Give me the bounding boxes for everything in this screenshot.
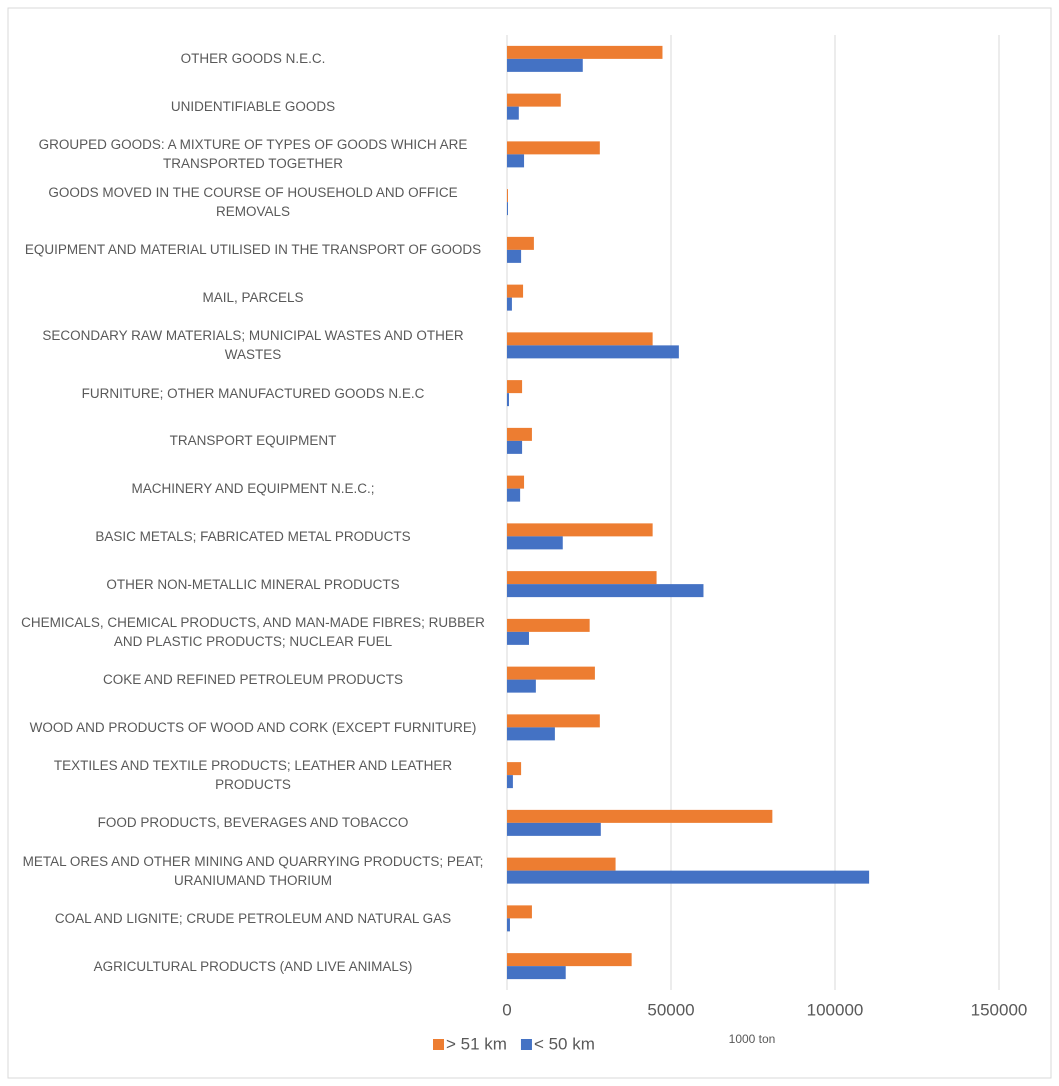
y-tick-label: OTHER GOODS N.E.C. xyxy=(180,51,326,67)
bar xyxy=(507,345,679,359)
y-tick-label: COKE AND REFINED PETROLEUM PRODUCTS xyxy=(102,672,404,688)
y-tick-label: UNIDENTIFIABLE GOODS xyxy=(170,99,336,115)
bar xyxy=(507,45,663,59)
bar xyxy=(507,905,532,919)
bar xyxy=(507,727,555,741)
bar xyxy=(507,762,522,776)
x-tick-label: 0 xyxy=(502,1000,511,1019)
y-tick-label: SECONDARY RAW MATERIALS; MUNICIPAL WASTE… xyxy=(42,328,464,363)
bar xyxy=(507,427,532,441)
x-tick-label: 100000 xyxy=(807,1000,864,1019)
legend-swatch xyxy=(433,1039,444,1050)
bar xyxy=(507,571,657,585)
bar xyxy=(507,189,508,203)
bar xyxy=(507,380,523,394)
bar xyxy=(507,679,536,693)
y-tick-label: GOODS MOVED IN THE COURSE OF HOUSEHOLD A… xyxy=(48,185,458,220)
bar xyxy=(507,141,600,155)
bar xyxy=(507,822,601,836)
y-tick-label: GROUPED GOODS: A MIXTURE OF TYPES OF GOO… xyxy=(38,137,468,172)
legend-label: < 50 km xyxy=(534,1034,595,1053)
bar xyxy=(507,584,704,598)
bar xyxy=(507,714,600,728)
bar xyxy=(507,284,524,298)
y-tick-label: BASIC METALS; FABRICATED METAL PRODUCTS xyxy=(95,528,411,544)
bar xyxy=(507,249,522,263)
y-tick-label: WOOD AND PRODUCTS OF WOOD AND CORK (EXCE… xyxy=(29,719,477,735)
x-tick-label: 150000 xyxy=(971,1000,1028,1019)
bar xyxy=(507,631,529,645)
bar xyxy=(507,297,512,311)
y-tick-label: TRANSPORT EQUIPMENT xyxy=(169,433,337,449)
y-tick-label: COAL AND LIGNITE; CRUDE PETROLEUM AND NA… xyxy=(54,910,452,926)
bar xyxy=(507,666,595,680)
bar xyxy=(507,870,870,884)
y-tick-label: TEXTILES AND TEXTILE PRODUCTS; LEATHER A… xyxy=(53,758,453,793)
bar xyxy=(507,475,525,489)
bar xyxy=(507,618,590,632)
x-axis-label: 1000 ton xyxy=(729,1032,776,1046)
bar xyxy=(507,106,519,120)
bar xyxy=(507,58,583,72)
bar xyxy=(507,857,616,871)
legend-swatch xyxy=(520,1039,532,1050)
y-tick-label: OTHER NON-METALLIC MINERAL PRODUCTS xyxy=(106,576,400,592)
bar xyxy=(507,536,563,550)
bar xyxy=(507,953,632,967)
chart-border xyxy=(7,7,1052,1079)
y-tick-label: MAIL, PARCELS xyxy=(202,290,304,306)
bar xyxy=(507,440,523,454)
y-tick-label: EQUIPMENT AND MATERIAL UTILISED IN THE T… xyxy=(24,242,482,258)
bar xyxy=(507,332,653,346)
bar xyxy=(507,236,534,250)
bar xyxy=(507,202,508,216)
y-tick-label: CHEMICALS, CHEMICAL PRODUCTS, AND MAN-MA… xyxy=(21,614,485,649)
bar xyxy=(507,488,521,502)
x-tick-label: 50000 xyxy=(647,1000,694,1019)
bar xyxy=(507,918,510,932)
legend-label: > 51 km xyxy=(446,1034,507,1053)
bar xyxy=(507,775,513,789)
y-tick-label: MACHINERY AND EQUIPMENT N.E.C.; xyxy=(131,481,375,497)
bar xyxy=(507,154,525,168)
y-tick-label: FOOD PRODUCTS, BEVERAGES AND TOBACCO xyxy=(97,815,409,831)
bar xyxy=(507,809,773,823)
y-tick-label: FURNITURE; OTHER MANUFACTURED GOODS N.E.… xyxy=(81,385,425,401)
y-tick-label: METAL ORES AND OTHER MINING AND QUARRYIN… xyxy=(22,853,484,888)
y-tick-label: AGRICULTURAL PRODUCTS (AND LIVE ANIMALS) xyxy=(93,958,413,974)
bar xyxy=(507,393,509,407)
bar xyxy=(507,93,561,107)
bar xyxy=(507,523,653,537)
bar xyxy=(507,966,566,980)
